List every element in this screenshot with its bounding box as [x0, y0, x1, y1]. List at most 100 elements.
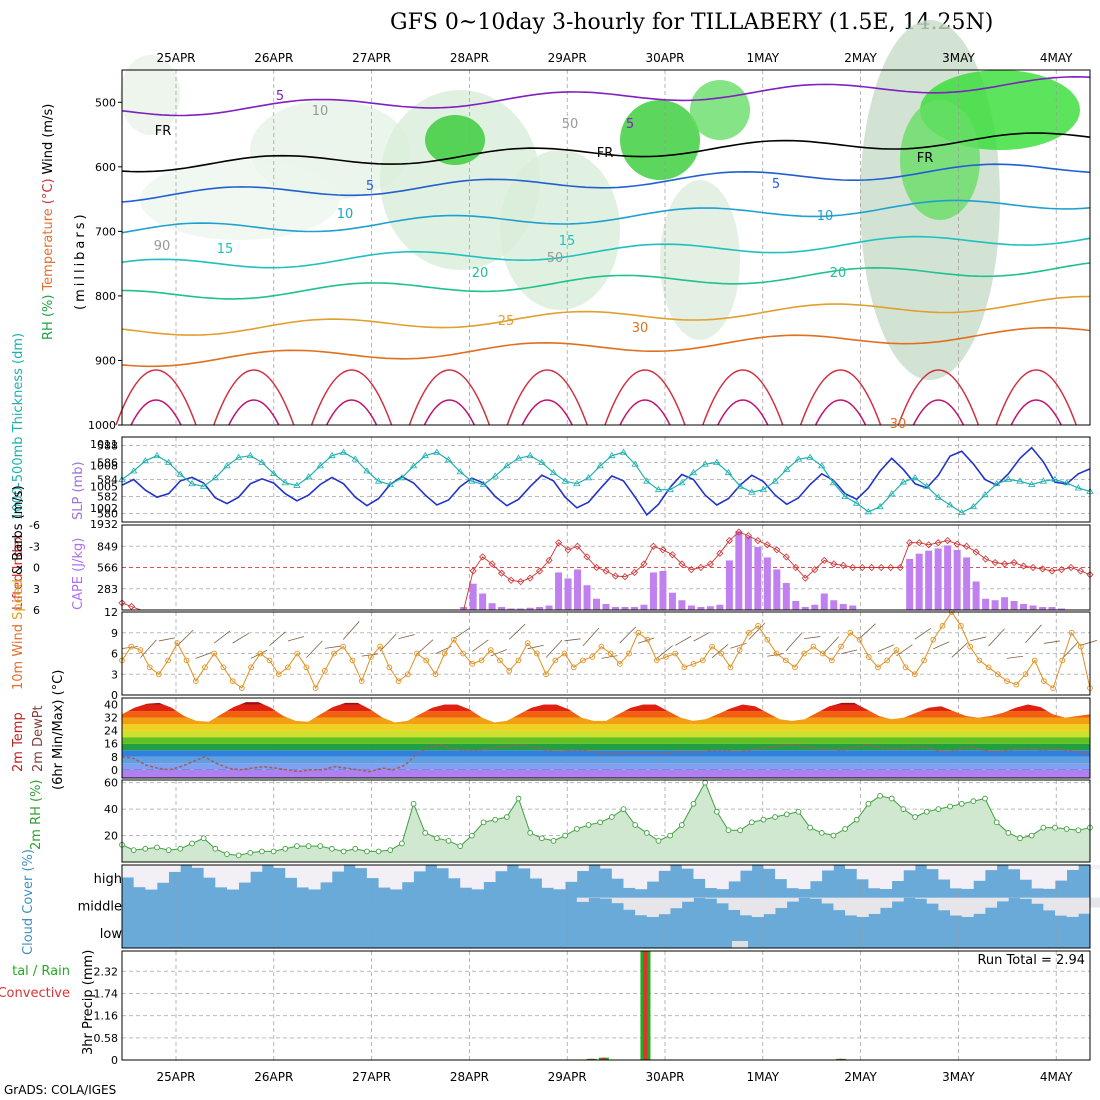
temp-band: [122, 756, 1090, 764]
thickness-point: [269, 469, 278, 476]
wind-speed-point: [847, 629, 854, 636]
cloud-cell-middle: [810, 897, 823, 899]
li-point: [1020, 562, 1028, 570]
li-point: [564, 546, 572, 554]
wind-speed-point: [672, 650, 678, 657]
cape-bar: [839, 603, 847, 610]
li-point: [573, 542, 582, 550]
wind-speed-point: [930, 636, 937, 643]
legend-convective: Convective: [0, 986, 70, 1001]
cape-bar: [811, 604, 819, 610]
wind-speed-point: [976, 657, 983, 664]
wind-barb: [306, 640, 323, 658]
li-point: [868, 563, 876, 572]
cape-bar: [517, 608, 525, 610]
rh-point: [375, 848, 382, 855]
li-point: [706, 560, 714, 568]
wind-speed-point: [607, 650, 614, 657]
thickness-point: [818, 462, 826, 469]
wind-barb: [1025, 624, 1042, 644]
date-label-top: 1MAY: [746, 51, 779, 65]
cape-bar: [782, 582, 790, 610]
wind-barb: [933, 641, 950, 650]
rh-point: [329, 845, 335, 852]
cloud-cell-high: [786, 865, 799, 889]
y-axis-label-rh: 2m RH (%): [29, 779, 44, 850]
cloud-cell-high: [320, 865, 333, 883]
cloud-cell-middle: [961, 897, 974, 917]
cape-bar: [963, 557, 971, 610]
cloud-cell-middle: [786, 897, 799, 902]
y-tick-label: 20: [104, 830, 118, 843]
wind-speed-point: [746, 629, 752, 636]
wind-barb: [213, 630, 231, 644]
wind-speed-point: [340, 643, 347, 650]
thickness-point: [316, 462, 324, 469]
rh-point: [737, 827, 743, 834]
temp-band: [122, 724, 1090, 731]
thickness-point: [479, 480, 488, 487]
y-tick-label: 32: [104, 712, 118, 725]
wind-speed-point: [1059, 657, 1066, 664]
cloud-cell-middle: [1031, 897, 1044, 904]
thickness-point: [1027, 480, 1036, 487]
cloud-cell-middle: [1043, 897, 1056, 911]
wind-speed-point: [967, 643, 974, 650]
li-point: [1029, 563, 1037, 572]
cloud-cell-middle: [670, 897, 683, 909]
wind-speed-point: [782, 657, 789, 664]
cloud-cell-high: [296, 865, 309, 888]
rh-point: [725, 827, 732, 834]
cloud-cell-middle: [646, 897, 659, 917]
thickness-point: [433, 448, 441, 455]
cloud-row-label: low: [100, 927, 123, 942]
cloud-cell-high: [635, 865, 648, 890]
thickness-point: [981, 491, 989, 498]
rh-point: [702, 779, 708, 786]
cloud-cell-middle: [985, 897, 998, 908]
y-tick-label: 12: [104, 606, 118, 619]
cloud-cell-high: [565, 865, 578, 882]
li-point: [944, 537, 952, 545]
y-tick-label: 2.32: [94, 965, 119, 978]
y-axis-label-cape: CAPE (J/kg): [71, 538, 86, 610]
wind-speed-point: [893, 647, 900, 653]
wind-barb: [840, 649, 858, 655]
cape-bar: [735, 531, 743, 610]
wind-speed-point: [220, 664, 227, 671]
cape-bar: [991, 600, 999, 610]
wind-speed-point: [663, 654, 669, 660]
wind-speed-point: [709, 643, 715, 650]
thickness-point: [386, 480, 394, 487]
y-tick-label-right: 1011: [90, 438, 118, 451]
temperature-contour: [521, 399, 573, 426]
y-tick-label: 40: [104, 699, 118, 712]
li-point: [744, 532, 752, 540]
cape-bar: [526, 607, 534, 610]
rh-point: [818, 830, 825, 836]
wind-speed-point: [506, 667, 513, 674]
wind-speed-point: [884, 657, 891, 664]
cloud-cell-high: [938, 865, 951, 880]
temperature-contour: [1010, 399, 1062, 426]
li-point: [668, 551, 676, 559]
wind-barb: [1080, 640, 1097, 646]
thickness-point: [246, 451, 254, 459]
li-point: [877, 563, 885, 572]
contour-label: 5: [366, 179, 374, 194]
thickness-point: [514, 454, 523, 461]
cape-bar: [1058, 608, 1066, 610]
thickness-point: [934, 493, 943, 500]
wind-speed-point: [183, 657, 190, 664]
cloud-cell-high: [413, 865, 426, 872]
cloud-cell-high: [891, 865, 904, 882]
rh-point: [504, 814, 510, 820]
temp-band: [122, 737, 1090, 744]
wind-barb: [195, 652, 212, 659]
wind-speed-point: [829, 657, 835, 664]
li-point: [526, 574, 534, 582]
contour-label: 5: [626, 117, 634, 132]
thickness-point: [491, 472, 499, 479]
cloud-cell-middle: [623, 897, 636, 910]
y-tick-label: 0: [111, 689, 118, 702]
